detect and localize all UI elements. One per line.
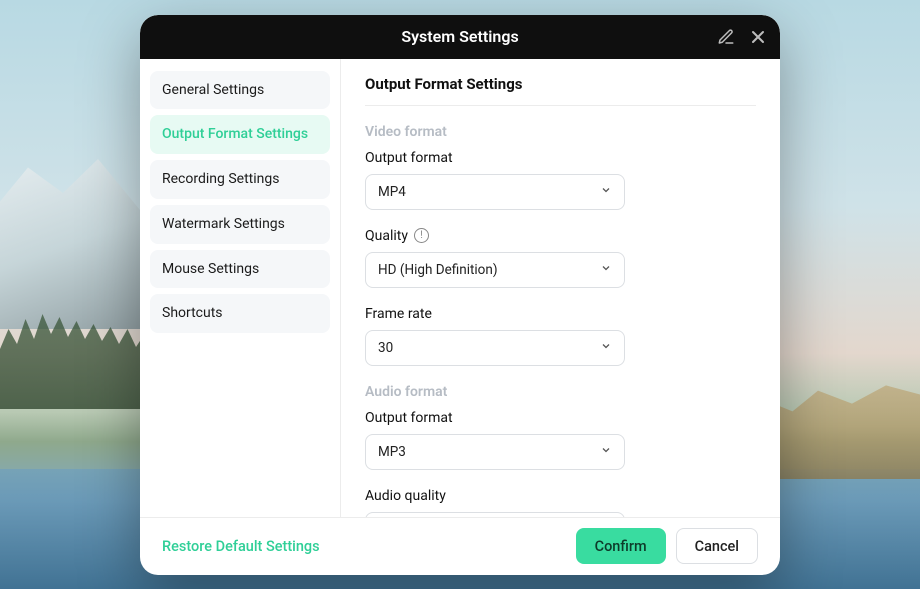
sidebar-item-watermark[interactable]: Watermark Settings [150, 205, 330, 244]
select-value: MP4 [378, 184, 406, 200]
video-quality-label: Quality ! [365, 228, 756, 244]
video-output-format-label: Output format [365, 150, 756, 166]
chevron-down-icon [600, 184, 612, 200]
video-section-heading: Video format [365, 124, 756, 140]
sidebar-item-output-format[interactable]: Output Format Settings [150, 115, 330, 154]
label-text: Quality [365, 228, 408, 244]
footer-actions: Confirm Cancel [576, 528, 758, 564]
label-text: Frame rate [365, 306, 432, 322]
content-title: Output Format Settings [365, 75, 756, 106]
content-pane: Output Format Settings Video format Outp… [341, 59, 780, 517]
select-value: HD (High Definition) [378, 262, 498, 278]
select-value: 30 [378, 340, 393, 356]
frame-rate-select[interactable]: 30 [365, 330, 625, 366]
sidebar-item-recording[interactable]: Recording Settings [150, 160, 330, 199]
audio-output-format-select[interactable]: MP3 [365, 434, 625, 470]
video-output-format-select[interactable]: MP4 [365, 174, 625, 210]
sidebar-item-general[interactable]: General Settings [150, 71, 330, 110]
audio-output-format-label: Output format [365, 410, 756, 426]
desktop-background: System Settings General Settings Output … [0, 0, 920, 589]
audio-quality-label: Audio quality [365, 488, 756, 504]
label-text: Output format [365, 150, 453, 166]
sidebar-item-mouse[interactable]: Mouse Settings [150, 250, 330, 289]
settings-window: System Settings General Settings Output … [140, 15, 780, 575]
window-title: System Settings [401, 27, 518, 46]
window-body: General Settings Output Format Settings … [140, 59, 780, 517]
confirm-button[interactable]: Confirm [576, 528, 666, 564]
bg-mountain [0, 159, 140, 329]
titlebar: System Settings [140, 15, 780, 59]
titlebar-actions [716, 15, 768, 59]
close-icon[interactable] [748, 27, 768, 47]
chevron-down-icon [600, 262, 612, 278]
video-quality-select[interactable]: HD (High Definition) [365, 252, 625, 288]
frame-rate-label: Frame rate [365, 306, 756, 322]
info-icon[interactable]: ! [414, 228, 429, 243]
cancel-button[interactable]: Cancel [676, 528, 758, 564]
restore-defaults-link[interactable]: Restore Default Settings [162, 538, 320, 555]
chevron-down-icon [600, 444, 612, 460]
label-text: Output format [365, 410, 453, 426]
chevron-down-icon [600, 340, 612, 356]
sidebar: General Settings Output Format Settings … [140, 59, 340, 517]
sidebar-item-shortcuts[interactable]: Shortcuts [150, 294, 330, 333]
select-value: MP3 [378, 444, 406, 460]
label-text: Audio quality [365, 488, 446, 504]
audio-section-heading: Audio format [365, 384, 756, 400]
footer: Restore Default Settings Confirm Cancel [140, 517, 780, 575]
edit-icon[interactable] [716, 27, 736, 47]
